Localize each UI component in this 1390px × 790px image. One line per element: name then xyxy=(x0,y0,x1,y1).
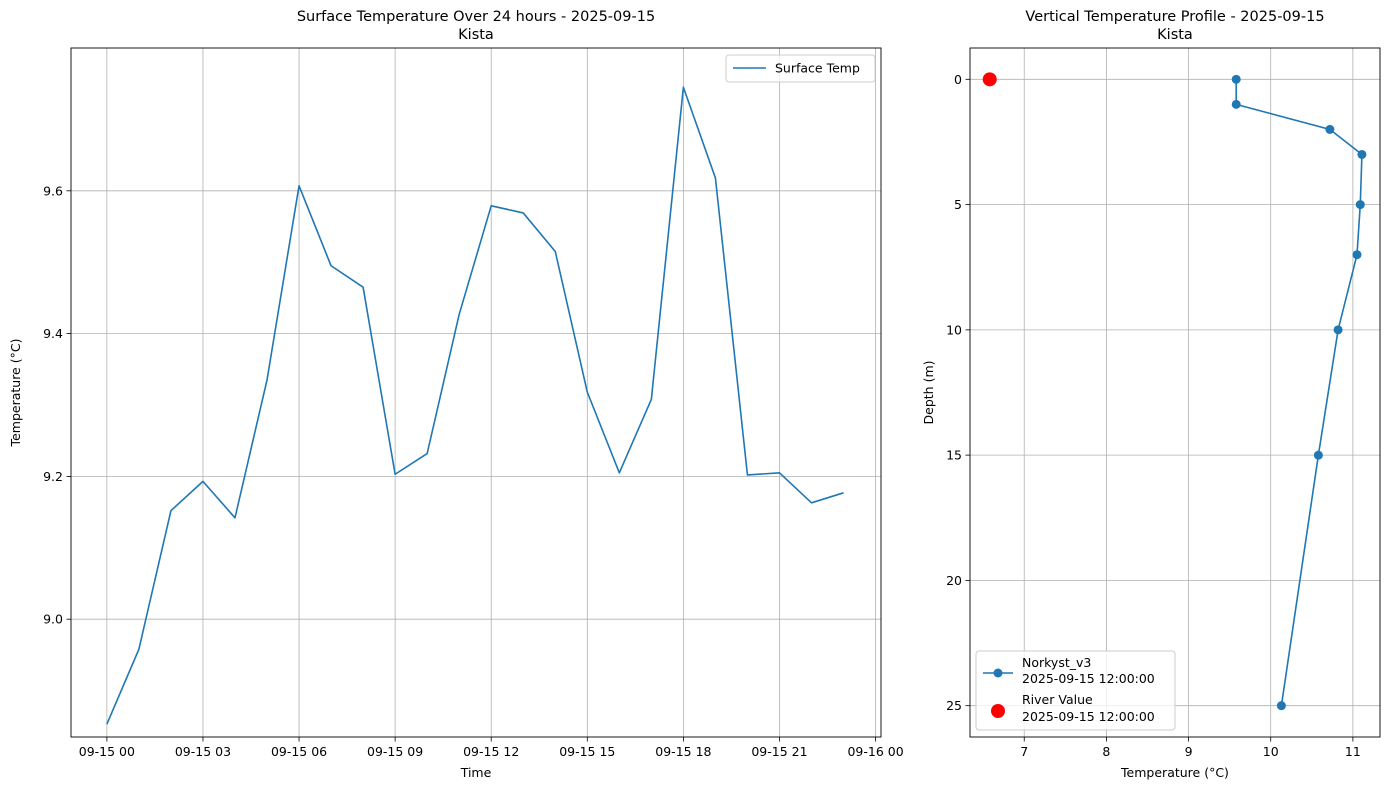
x-tick-label: 7 xyxy=(1020,744,1028,759)
x-tick-label: 09-16 00 xyxy=(847,744,903,759)
legend-label-norkyst: Norkyst_v3 xyxy=(1022,655,1091,670)
y-tick-label: 9.2 xyxy=(43,469,63,484)
chart-subtitle: Kista xyxy=(458,27,494,43)
x-tick-label: 8 xyxy=(1102,744,1110,759)
legend: Surface Temp xyxy=(725,54,876,83)
y-axis-label: Depth (m) xyxy=(921,361,936,425)
y-tick-label: 20 xyxy=(946,573,962,588)
norkyst-profile-point xyxy=(1333,325,1343,335)
x-tick-label: 09-15 00 xyxy=(79,744,135,759)
chart-title: Vertical Temperature Profile - 2025-09-1… xyxy=(1025,9,1324,25)
x-tick-label: 09-15 21 xyxy=(751,744,807,759)
x-axis-label: Time xyxy=(460,765,492,780)
norkyst-profile-point xyxy=(1355,200,1365,210)
legend-marker-norkyst xyxy=(993,668,1003,678)
x-axis-label: Temperature (°C) xyxy=(1120,765,1229,780)
y-tick-label: 0 xyxy=(954,72,962,87)
y-tick-label: 25 xyxy=(946,698,962,713)
grid-lines xyxy=(970,48,1380,737)
axes-frame xyxy=(969,47,1381,738)
norkyst-profile-point xyxy=(1357,149,1367,159)
y-tick-label: 9.0 xyxy=(43,612,63,627)
x-axis-ticks: 7 8 9 10 11 xyxy=(1020,737,1361,759)
chart-subtitle: Kista xyxy=(1157,27,1193,43)
norkyst-profile-point xyxy=(1276,701,1286,711)
series-layer xyxy=(106,86,844,725)
vertical-profile-chart: 7 8 9 10 11 0 5 10 15 20 25 Vertical Temperature … xyxy=(921,9,1381,780)
norkyst-profile-point xyxy=(1231,99,1241,109)
x-tick-label: 09-15 12 xyxy=(463,744,519,759)
y-axis-ticks: 9.0 9.2 9.4 9.6 xyxy=(43,183,71,627)
legend-marker-river xyxy=(991,704,1005,718)
y-tick-label: 5 xyxy=(954,197,962,212)
legend-box xyxy=(725,54,876,83)
x-tick-label: 09-15 06 xyxy=(271,744,327,759)
grid-lines xyxy=(71,48,881,737)
x-tick-label: 09-15 03 xyxy=(175,744,231,759)
x-tick-label: 09-15 15 xyxy=(559,744,615,759)
norkyst-profile-point xyxy=(1352,250,1362,260)
river-value-point xyxy=(982,72,997,87)
y-axis-ticks: 0 5 10 15 20 25 xyxy=(946,72,970,713)
legend-label-river-time: 2025-09-15 12:00:00 xyxy=(1022,709,1155,724)
axes-frame xyxy=(70,47,882,738)
x-tick-label: 10 xyxy=(1263,744,1279,759)
y-tick-label: 9.4 xyxy=(43,326,63,341)
norkyst-profile-point xyxy=(1231,74,1241,84)
series-layer xyxy=(982,72,1367,711)
y-axis-label: Temperature (°C) xyxy=(8,339,23,448)
y-tick-label: 10 xyxy=(946,322,962,337)
x-tick-label: 11 xyxy=(1345,744,1361,759)
y-tick-label: 9.6 xyxy=(43,183,63,198)
chart-title: Surface Temperature Over 24 hours - 2025… xyxy=(297,9,655,25)
norkyst-profile-point xyxy=(1325,124,1335,134)
legend-label-river: River Value xyxy=(1022,692,1093,707)
norkyst-profile-point xyxy=(1313,450,1323,460)
legend-box xyxy=(975,650,1176,731)
x-tick-label: 09-15 09 xyxy=(367,744,423,759)
x-axis-ticks: 09-15 00 09-15 03 09-15 06 09-15 09 09-15 12… xyxy=(79,737,904,759)
x-tick-label: 9 xyxy=(1185,744,1193,759)
surface-temperature-chart: 09-15 00 09-15 03 09-15 06 09-15 09 09-15 12… xyxy=(8,9,904,780)
legend: Norkyst_v3 2025-09-15 12:00:00 River Val… xyxy=(975,650,1176,731)
legend-label-norkyst-time: 2025-09-15 12:00:00 xyxy=(1022,671,1155,686)
y-tick-label: 15 xyxy=(946,448,962,463)
x-tick-label: 09-15 18 xyxy=(655,744,711,759)
legend-label-surface-temp: Surface Temp xyxy=(775,61,860,76)
surface-temp-line xyxy=(106,86,844,725)
